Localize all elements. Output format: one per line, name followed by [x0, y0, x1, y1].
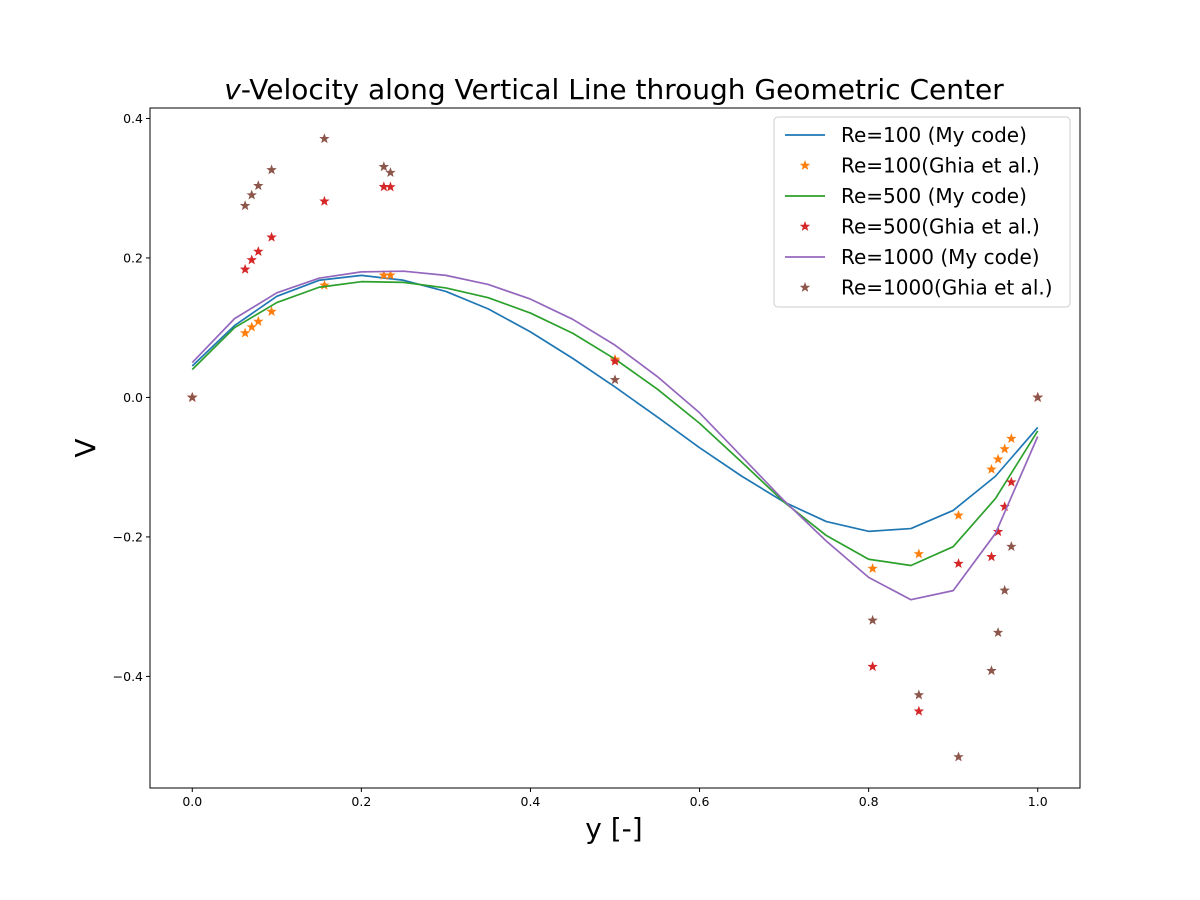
- y-axis-label: V: [69, 438, 102, 457]
- data-point-re-100-ghia-et-al: [239, 327, 251, 338]
- data-point-re-1000-ghia-et-al: [999, 584, 1010, 595]
- data-point-re-500-ghia-et-al: [319, 195, 330, 206]
- data-point-re-500-ghia-et-al: [953, 558, 964, 569]
- data-point-re-1000-ghia-et-al: [319, 133, 330, 144]
- data-point-re-100-ghia-et-al: [867, 563, 878, 573]
- data-point-re-1000-ghia-et-al: [1032, 391, 1043, 402]
- y-tick-label: 0.2: [123, 250, 143, 265]
- data-point-re-500-ghia-et-al: [246, 254, 257, 265]
- x-tick-label: 0.4: [521, 794, 541, 809]
- data-point-re-500-ghia-et-al: [266, 231, 277, 242]
- data-point-re-1000-ghia-et-al: [187, 391, 198, 402]
- data-point-re-100-ghia-et-al: [246, 321, 257, 332]
- legend-marker-re-1000-ghia-et-al: [799, 282, 811, 292]
- data-point-re-500-ghia-et-al: [992, 526, 1004, 537]
- data-point-re-1000-ghia-et-al: [246, 189, 257, 200]
- legend-label-re-100-ghia-et-al: Re=100(Ghia et al.): [841, 154, 1040, 178]
- legend-label-re-500-my-code: Re=500 (My code): [841, 184, 1027, 208]
- chart-title-italic: v: [224, 73, 241, 106]
- data-point-re-100-ghia-et-al: [953, 509, 964, 520]
- x-axis-label: y [-]: [585, 812, 642, 845]
- data-point-re-100-ghia-et-al: [913, 548, 925, 559]
- y-tick-label: −0.2: [113, 529, 143, 544]
- data-point-re-1000-ghia-et-al: [867, 614, 878, 625]
- x-tick-label: 0.0: [182, 794, 202, 809]
- data-point-re-500-ghia-et-al: [239, 263, 251, 274]
- y-tick-label: 0.0: [123, 390, 143, 405]
- data-point-re-1000-ghia-et-al: [992, 627, 1004, 637]
- legend-label-re-1000-ghia-et-al: Re=1000(Ghia et al.): [841, 276, 1053, 300]
- data-point-re-1000-ghia-et-al: [986, 665, 997, 676]
- legend-marker-re-500-ghia-et-al: [799, 221, 811, 231]
- y-tick-label: −0.4: [113, 669, 143, 684]
- legend-marker-re-100-ghia-et-al: [799, 160, 811, 170]
- data-point-re-500-ghia-et-al: [986, 551, 997, 562]
- x-tick-label: 1.0: [1028, 794, 1048, 809]
- legend-box: [773, 116, 1071, 308]
- data-point-re-100-ghia-et-al: [992, 453, 1004, 464]
- data-point-re-100-ghia-et-al: [253, 316, 264, 326]
- data-point-re-1000-ghia-et-al: [913, 689, 925, 700]
- chart-title: v-Velocity along Vertical Line through G…: [224, 73, 1004, 106]
- legend-label-re-500-ghia-et-al: Re=500(Ghia et al.): [841, 215, 1040, 239]
- data-point-re-500-ghia-et-al: [609, 355, 621, 366]
- data-point-re-1000-ghia-et-al: [609, 374, 621, 385]
- y-tick-label: 0.4: [123, 111, 143, 126]
- x-tick-label: 0.2: [351, 794, 371, 809]
- series-line-re-100-my-code: [191, 274, 1039, 533]
- series-line-re-1000-my-code: [191, 270, 1039, 601]
- data-point-re-1000-ghia-et-al: [378, 161, 390, 172]
- data-point-re-100-ghia-et-al: [385, 269, 396, 280]
- data-point-re-1000-ghia-et-al: [385, 167, 396, 178]
- data-point-re-1000-ghia-et-al: [253, 180, 264, 191]
- data-point-re-100-ghia-et-al: [999, 443, 1010, 454]
- data-point-re-1000-ghia-et-al: [266, 164, 277, 175]
- x-ticks: 0.0 0.2 0.4 0.6 0.8 1.0: [182, 788, 1048, 809]
- data-point-re-1000-ghia-et-al: [953, 751, 964, 762]
- data-point-re-100-ghia-et-al: [266, 306, 277, 316]
- data-point-re-100-ghia-et-al: [986, 463, 997, 474]
- data-point-re-500-ghia-et-al: [913, 705, 925, 716]
- chart-title-rest: -Velocity along Vertical Line through Ge…: [241, 73, 1004, 106]
- legend: Re=100 (My code) Re=100(Ghia et al.) Re=50…: [773, 116, 1071, 308]
- legend-label-re-1000-my-code: Re=1000 (My code): [841, 245, 1040, 269]
- data-point-re-500-ghia-et-al: [385, 181, 396, 192]
- data-point-re-1000-ghia-et-al: [239, 200, 251, 211]
- plot-frame: [149, 107, 1081, 789]
- y-ticks: −0.4 −0.2 0.0 0.2 0.4: [113, 111, 150, 684]
- data-point-re-500-ghia-et-al: [253, 246, 264, 256]
- data-point-re-1000-ghia-et-al: [1006, 541, 1017, 552]
- data-point-re-500-ghia-et-al: [1006, 476, 1017, 487]
- x-tick-label: 0.6: [690, 794, 710, 809]
- data-point-re-100-ghia-et-al: [1006, 433, 1017, 444]
- data-point-re-500-ghia-et-al: [867, 661, 878, 672]
- legend-label-re-100-my-code: Re=100 (My code): [841, 123, 1027, 147]
- plot-series: [187, 133, 1043, 762]
- x-tick-label: 0.8: [859, 794, 879, 809]
